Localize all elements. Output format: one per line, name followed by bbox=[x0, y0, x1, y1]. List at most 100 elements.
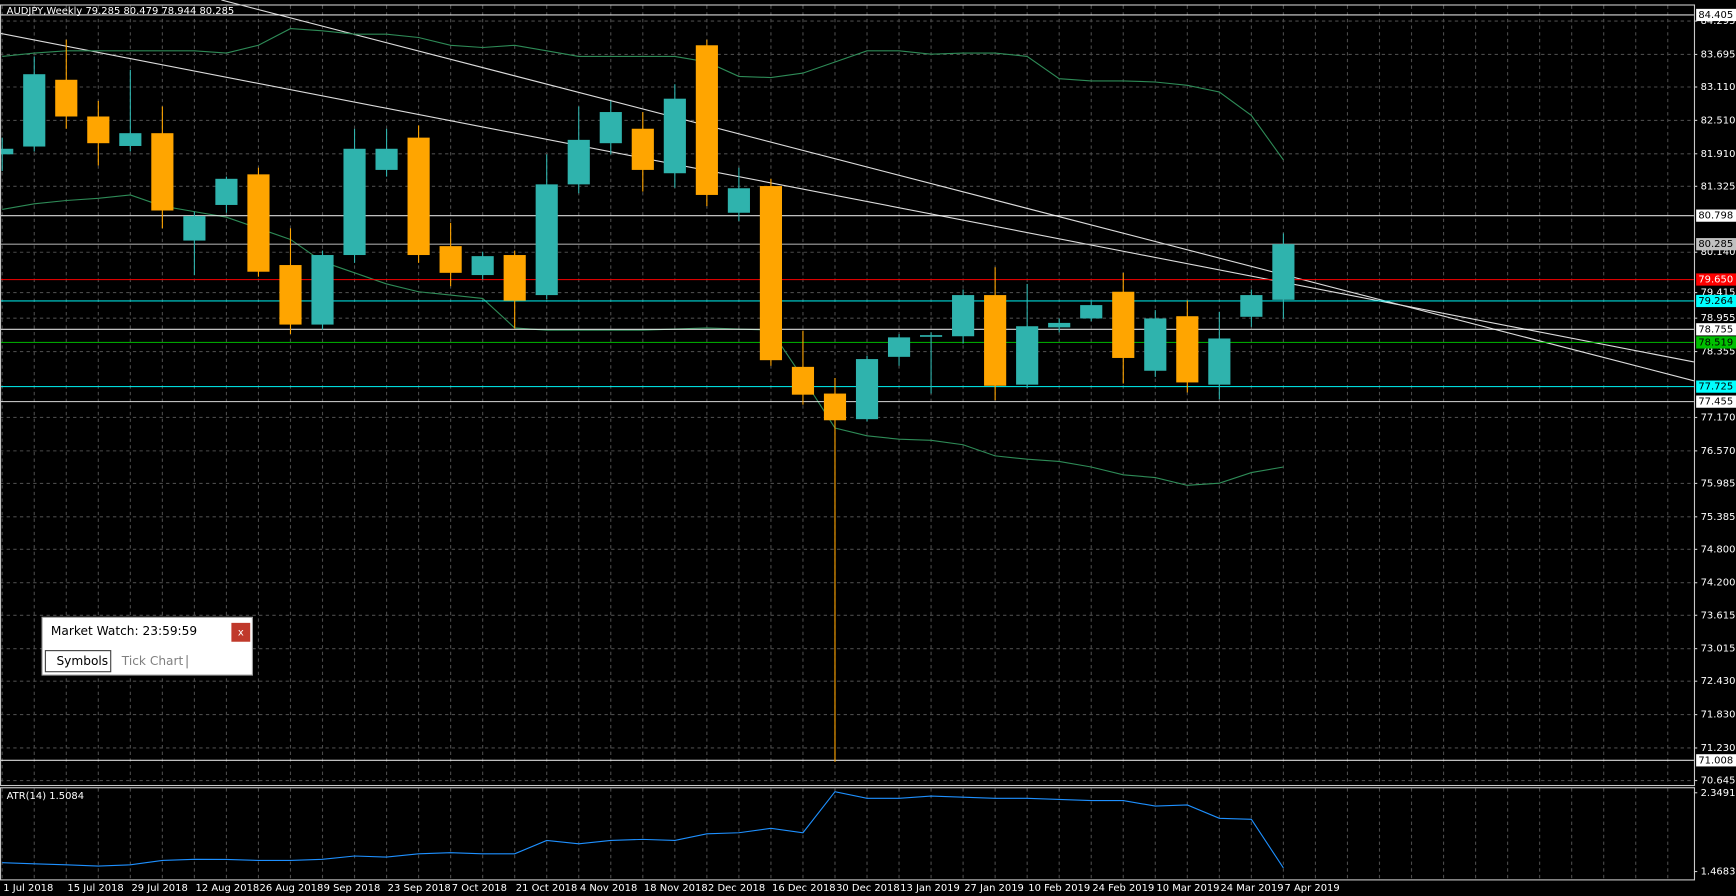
trendline bbox=[221, 0, 1695, 382]
tab-active[interactable] bbox=[44, 650, 112, 673]
indicator-frame bbox=[0, 787, 1696, 881]
candle-body bbox=[1016, 326, 1039, 385]
y-tick-label: 75.985 bbox=[1701, 478, 1736, 489]
candle-body bbox=[952, 295, 975, 337]
band-line bbox=[2, 28, 1284, 161]
y-tick-label: 71.830 bbox=[1701, 710, 1736, 721]
y-tick-label: 78.955 bbox=[1701, 313, 1736, 324]
candle-body bbox=[759, 186, 782, 361]
level-label-box bbox=[1696, 273, 1736, 286]
trendline bbox=[0, 32, 1695, 363]
level-label: 71.008 bbox=[1698, 755, 1733, 766]
candle-body bbox=[215, 178, 238, 205]
level-label-box bbox=[1696, 209, 1736, 222]
candle-body bbox=[503, 255, 526, 301]
candle-body bbox=[375, 148, 398, 170]
y-tick-label: 72.430 bbox=[1701, 676, 1736, 687]
level-label-box bbox=[1696, 8, 1736, 22]
y-tick-label: 82.510 bbox=[1701, 115, 1736, 126]
level-label: 79.264 bbox=[1698, 296, 1733, 307]
chart-frame bbox=[0, 4, 1696, 787]
level-label-box bbox=[1696, 754, 1736, 767]
y-tick-label: 71.230 bbox=[1701, 743, 1736, 754]
y-tick-label: 70.645 bbox=[1701, 776, 1736, 787]
price-chart bbox=[0, 0, 1695, 762]
candle-body bbox=[183, 216, 206, 241]
y-tick-label: 78.355 bbox=[1701, 347, 1736, 358]
market-watch-window: Market Watch: 23:59:59 x Symbols Tick Ch… bbox=[41, 616, 253, 676]
candle-body bbox=[439, 246, 462, 273]
candle-body bbox=[1144, 318, 1167, 371]
level-label-box bbox=[1696, 323, 1736, 336]
x-tick-label: 9 Sep 2018 bbox=[324, 883, 381, 894]
level-label: 78.519 bbox=[1698, 337, 1733, 348]
chart-title: AUDJPY,Weekly 79.285 80.479 78.944 80.28… bbox=[7, 6, 235, 17]
x-tick-label: 7 Oct 2018 bbox=[452, 883, 507, 894]
candle-body bbox=[599, 112, 622, 144]
y-tick-label: 1.4683 bbox=[1701, 867, 1736, 878]
y-tick-label: 83.110 bbox=[1701, 82, 1736, 93]
level-label: 77.455 bbox=[1698, 397, 1733, 408]
candle-body bbox=[631, 128, 654, 170]
close-button[interactable] bbox=[231, 622, 251, 642]
candle-body bbox=[1272, 244, 1295, 300]
candle-body bbox=[1048, 322, 1071, 328]
candle-body bbox=[887, 337, 911, 357]
x-tick-label: 30 Dec 2018 bbox=[836, 883, 900, 894]
y-tick-label: 84.295 bbox=[1701, 16, 1736, 27]
candle-body bbox=[695, 45, 718, 195]
candle-body bbox=[119, 133, 142, 146]
x-tick-label: 16 Dec 2018 bbox=[772, 883, 836, 894]
candle-body bbox=[1240, 295, 1263, 317]
x-tick-label: 29 Jul 2018 bbox=[131, 883, 187, 894]
candle-body bbox=[535, 184, 558, 296]
level-label: 77.725 bbox=[1698, 382, 1733, 393]
close-label[interactable]: x bbox=[238, 627, 244, 638]
level-label: 78.755 bbox=[1698, 324, 1733, 335]
x-tick-label: 7 Apr 2019 bbox=[1285, 883, 1340, 894]
candle-body bbox=[920, 335, 943, 337]
y-tick-label: 81.325 bbox=[1701, 181, 1736, 192]
x-tick-label: 27 Jan 2019 bbox=[964, 883, 1024, 894]
candle-body bbox=[471, 256, 494, 276]
level-label-box bbox=[1696, 395, 1736, 408]
indicator-title: ATR(14) 1.5084 bbox=[7, 791, 84, 802]
x-tick-label: 21 Oct 2018 bbox=[516, 883, 578, 894]
level-label: 80.285 bbox=[1698, 239, 1733, 250]
level-label: 84.405 bbox=[1698, 10, 1733, 21]
candle-body bbox=[279, 265, 302, 325]
candle-body bbox=[87, 116, 110, 144]
x-tick-label: 1 Jul 2018 bbox=[3, 883, 53, 894]
y-tick-label: 80.140 bbox=[1701, 247, 1736, 258]
x-tick-label: 24 Mar 2019 bbox=[1220, 883, 1283, 894]
x-tick-label: 4 Nov 2018 bbox=[580, 883, 637, 894]
x-tick-label: 12 Aug 2018 bbox=[195, 883, 259, 894]
window-title: Market Watch: 23:59:59 bbox=[51, 624, 197, 638]
x-tick-label: 24 Feb 2019 bbox=[1092, 883, 1154, 894]
tab-label[interactable]: Symbols bbox=[56, 654, 108, 668]
candle-body bbox=[247, 174, 270, 272]
candle-body bbox=[311, 255, 334, 325]
candle-body bbox=[0, 148, 14, 155]
candle-body bbox=[727, 188, 750, 213]
candle-body bbox=[1112, 291, 1135, 358]
y-tick-label: 73.615 bbox=[1701, 610, 1736, 621]
candle-body bbox=[855, 359, 879, 420]
level-label: 79.650 bbox=[1698, 275, 1733, 286]
y-tick-label: 74.200 bbox=[1701, 578, 1736, 589]
candle-body bbox=[791, 366, 815, 395]
x-tick-label: 10 Feb 2019 bbox=[1028, 883, 1090, 894]
x-tick-label: 10 Mar 2019 bbox=[1156, 883, 1219, 894]
candle-body bbox=[1176, 316, 1199, 383]
candle-body bbox=[343, 148, 366, 256]
tab-label[interactable]: Tick Chart bbox=[121, 654, 184, 668]
candle-body bbox=[984, 295, 1007, 386]
y-tick-label: 83.695 bbox=[1701, 49, 1736, 60]
x-tick-label: 18 Nov 2018 bbox=[644, 883, 708, 894]
x-tick-label: 23 Sep 2018 bbox=[388, 883, 451, 894]
y-tick-label: 79.415 bbox=[1701, 288, 1736, 299]
candle-body bbox=[663, 98, 686, 174]
indicator-line bbox=[2, 791, 1284, 869]
